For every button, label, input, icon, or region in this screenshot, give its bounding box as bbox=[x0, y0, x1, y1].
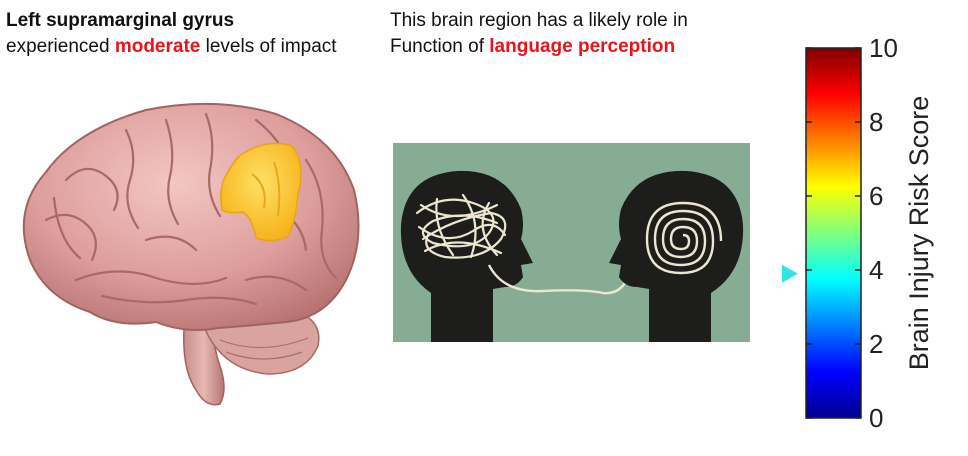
colorbar-gradient bbox=[805, 47, 862, 419]
colorbar-tick-label: 8 bbox=[869, 107, 883, 137]
colorbar-axis-title: Brain Injury Risk Score bbox=[904, 96, 934, 371]
colorbar-ticks: 0 2 4 6 8 10 bbox=[806, 36, 898, 433]
connection-line bbox=[487, 264, 631, 295]
colorbar-tick-label: 0 bbox=[869, 403, 883, 433]
region-name: Left supramarginal gyrus bbox=[6, 10, 235, 31]
risk-score-colorbar: 0 2 4 6 8 10 Brain Injury Risk Score bbox=[782, 36, 934, 433]
role-line: This brain region has a likely role in bbox=[390, 10, 688, 31]
colorbar-tick-label: 10 bbox=[869, 36, 898, 63]
impact-severity: moderate bbox=[114, 36, 201, 57]
impact-line: experienced moderate levels of impact bbox=[6, 34, 337, 60]
colorbar-tick-label: 2 bbox=[869, 329, 883, 359]
impact-prefix: experienced bbox=[6, 36, 110, 57]
function-line: Function of language perception bbox=[390, 34, 688, 60]
colorbar-tick-label: 6 bbox=[869, 181, 883, 211]
spiral-thought-icon bbox=[645, 201, 723, 275]
function-name: language perception bbox=[489, 36, 676, 57]
impact-suffix: levels of impact bbox=[205, 36, 337, 57]
function-prefix: Function of bbox=[390, 36, 484, 57]
brain-illustration bbox=[22, 102, 360, 406]
role-description: This brain region has a likely role in F… bbox=[390, 8, 688, 60]
language-perception-illustration bbox=[393, 143, 750, 342]
colorbar-tick-label: 4 bbox=[869, 255, 883, 285]
region-description: Left supramarginal gyrus experienced mod… bbox=[6, 8, 337, 60]
risk-marker-icon bbox=[782, 264, 798, 283]
tangled-thought-icon bbox=[415, 193, 507, 259]
